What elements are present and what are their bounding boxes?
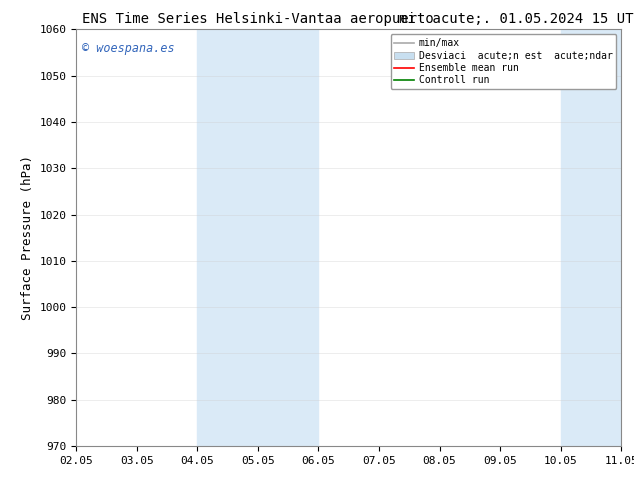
- Legend: min/max, Desviaci  acute;n est  acute;ndar, Ensemble mean run, Controll run: min/max, Desviaci acute;n est acute;ndar…: [391, 34, 616, 89]
- Text: © woespana.es: © woespana.es: [82, 42, 174, 55]
- Y-axis label: Surface Pressure (hPa): Surface Pressure (hPa): [21, 155, 34, 320]
- Text: ENS Time Series Helsinki-Vantaa aeropuerto: ENS Time Series Helsinki-Vantaa aeropuer…: [82, 12, 434, 26]
- Text: mi  acute;. 01.05.2024 15 UTC: mi acute;. 01.05.2024 15 UTC: [399, 12, 634, 26]
- Bar: [197, 29, 318, 446]
- Bar: [560, 29, 621, 446]
